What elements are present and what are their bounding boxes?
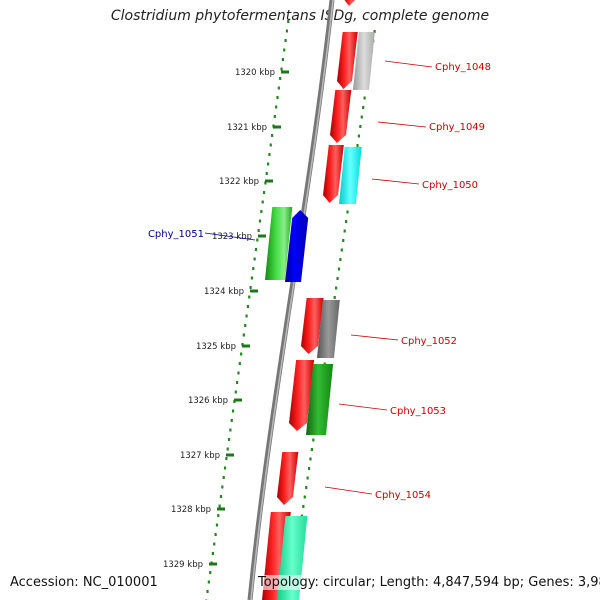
tick-label: 1328 kbp [171, 505, 211, 515]
tick-label: 1321 kbp [227, 123, 267, 133]
tick-mark [217, 507, 225, 511]
gene-red-1050[interactable] [323, 145, 344, 203]
genome-summary-text: Topology: circular; Length: 4,847,594 bp… [258, 575, 600, 590]
tick-label: 1325 kbp [196, 342, 236, 352]
genome-backbone [247, 0, 335, 600]
tick-label: 1326 kbp [188, 396, 228, 406]
tick-mark [273, 125, 281, 129]
tick-label: 1329 kbp [163, 560, 203, 570]
gene-darkgrey-1052[interactable] [317, 300, 340, 358]
map-title: Clostridium phytofermentans ISDg, comple… [110, 8, 490, 24]
gene-green-1051[interactable] [265, 207, 293, 280]
tick-mark [281, 70, 289, 74]
gene-label-g1048[interactable]: Cphy_1048 [435, 62, 491, 73]
tick-mark [234, 398, 242, 402]
gene-red-1049[interactable] [330, 90, 352, 143]
gene-label-g1049[interactable]: Cphy_1049 [429, 122, 485, 133]
gene-leader-line [384, 60, 433, 68]
tick-mark [265, 179, 273, 183]
gene-label-g1054[interactable]: Cphy_1054 [375, 490, 431, 501]
gene-blue-1051[interactable] [285, 210, 309, 282]
gene-red-1054[interactable] [277, 452, 299, 505]
gene-red-1048[interactable] [337, 32, 358, 89]
gene-red-top[interactable] [343, 0, 358, 6]
accession-text: Accession: NC_010001 [10, 575, 158, 590]
tick-mark [242, 344, 250, 348]
genome-backbone-highlight [250, 0, 334, 600]
gene-leader-line [338, 403, 388, 411]
gene-grey-1048[interactable] [353, 32, 375, 90]
gene-label-g1053[interactable]: Cphy_1053 [390, 406, 446, 417]
gene-cyan-1050[interactable] [339, 147, 362, 204]
tick-mark [209, 562, 217, 566]
tick-mark [226, 453, 234, 457]
tick-label: 1327 kbp [180, 451, 220, 461]
gene-label-g1052[interactable]: Cphy_1052 [401, 336, 457, 347]
gene-red-1052[interactable] [301, 298, 324, 354]
gene-green-1053[interactable] [306, 364, 334, 435]
gene-red-1053[interactable] [289, 360, 315, 431]
tick-label: 1322 kbp [219, 177, 259, 187]
tick-mark [250, 289, 258, 293]
gene-leader-line [377, 121, 427, 128]
tick-label: 1320 kbp [235, 68, 275, 78]
tick-mark [258, 234, 266, 238]
ruler-dotted-inner [205, 20, 290, 600]
gene-leader-line [324, 486, 373, 495]
gene-leader-line [204, 232, 256, 241]
gene-label-g1051[interactable]: Cphy_1051 [148, 229, 204, 240]
gene-leader-line [371, 178, 420, 185]
gene-label-g1050[interactable]: Cphy_1050 [422, 180, 478, 191]
gene-leader-line [350, 334, 399, 341]
tick-label: 1324 kbp [204, 287, 244, 297]
